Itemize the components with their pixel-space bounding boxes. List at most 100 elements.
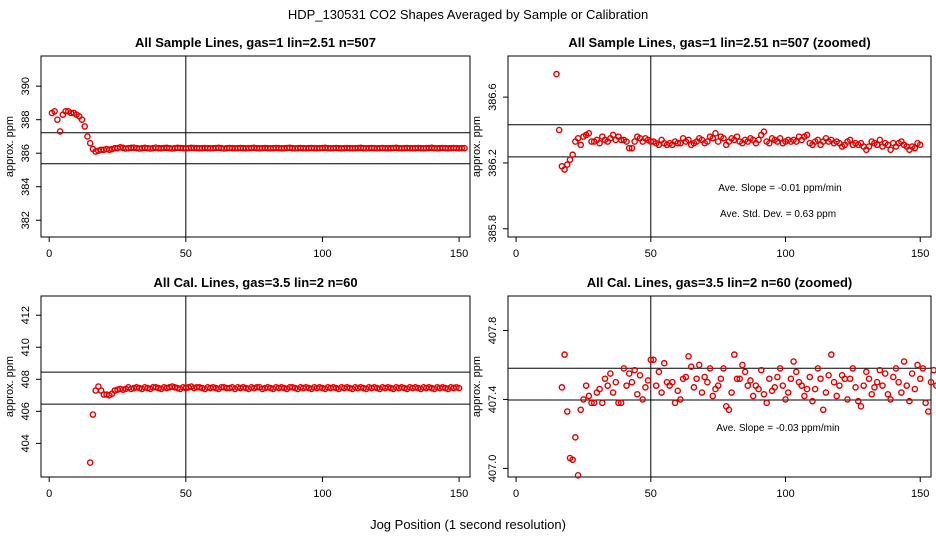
data-point [798,382,805,389]
data-point [930,366,936,374]
figure-xlabel: Jog Position (1 second resolution) [370,517,566,532]
data-point [803,385,811,393]
data-point [674,139,682,147]
x-tick-label: 50 [645,248,657,260]
data-point [892,365,900,372]
data-point [757,366,765,374]
data-point [701,373,708,381]
x-tick-label: 100 [313,248,331,260]
data-point [919,365,927,372]
data-point [553,70,560,78]
data-point [685,136,692,144]
data-point [846,136,854,144]
chart-panel-1: All Sample Lines, gas=1 lin=2.51 n=507 (… [471,35,932,260]
data-point [868,390,876,398]
data-point [86,459,94,466]
panel-title: All Cal. Lines, gas=3.5 lin=2 n=60 (zoom… [587,275,853,290]
y-tick-label: 407.0 [487,455,499,483]
data-point [572,434,579,441]
y-tick-label: 406 [20,402,32,420]
chart-panel-3: All Cal. Lines, gas=3.5 lin=2 n=60 (zoom… [471,275,936,500]
data-point [674,387,682,395]
y-tick-label: 404 [20,434,32,452]
data-point [922,399,929,407]
data-point [916,375,924,383]
data-point [860,382,867,389]
x-tick-label: 100 [313,488,331,500]
data-point [881,370,889,377]
plot-frame [507,55,932,238]
data-point [612,378,620,386]
data-point [67,109,75,117]
data-point [563,161,571,168]
data-point [580,396,587,403]
data-point [782,396,789,403]
data-point [631,366,638,374]
data-point [625,370,633,377]
data-point [585,392,593,400]
data-point [895,378,902,386]
data-point [863,368,870,376]
data-point [695,361,703,369]
data-point [623,382,630,389]
data-point [604,382,611,389]
x-tick-label: 0 [46,248,52,260]
data-point [731,351,738,358]
data-point [849,365,857,372]
data-point [825,371,832,379]
data-point [628,144,636,152]
plot-frame [40,55,471,238]
data-point [677,396,684,403]
data-point [854,397,862,405]
data-point [644,377,652,384]
x-tick-label: 0 [513,488,519,500]
data-point [601,375,609,383]
y-axis-label: approx. ppm [4,116,16,177]
data-point [642,384,649,391]
data-point [561,166,568,173]
data-point [78,116,86,123]
x-tick-label: 150 [450,488,468,500]
data-point [819,406,827,414]
data-point [736,375,744,383]
y-tick-label: 382 [20,211,32,229]
data-point [577,406,585,414]
data-point [709,392,717,400]
data-point [790,358,797,365]
data-point [833,392,841,400]
data-point [658,389,665,396]
data-point [563,408,571,415]
data-point [811,385,819,393]
annotation: Ave. Slope = -0.03 ppm/min [716,423,840,434]
panel-title: All Cal. Lines, gas=3.5 lin=2 n=60 [153,275,357,290]
data-point [558,384,566,391]
data-point [585,130,593,137]
x-tick-label: 150 [911,488,929,500]
data-point [714,138,722,145]
data-point [625,144,633,152]
data-point [561,351,568,358]
data-point [84,133,91,140]
y-tick-label: 410 [20,338,32,356]
data-point [588,399,595,407]
data-point [569,151,576,159]
data-point [455,384,463,392]
data-point [871,384,878,391]
data-point [809,397,816,405]
x-tick-label: 0 [46,488,52,500]
data-point [884,390,892,398]
data-point [704,378,711,386]
x-tick-label: 50 [645,488,657,500]
data-point [914,361,921,369]
data-point [89,411,97,418]
y-tick-label: 385.8 [487,215,499,243]
panel-title: All Sample Lines, gas=1 lin=2.51 n=507 (… [568,35,870,50]
data-point [660,359,668,367]
data-point [650,356,657,364]
data-point [916,141,924,149]
data-point [852,384,859,391]
data-point [749,392,757,400]
data-point [857,403,865,410]
data-point [766,375,773,383]
data-point [574,471,582,479]
